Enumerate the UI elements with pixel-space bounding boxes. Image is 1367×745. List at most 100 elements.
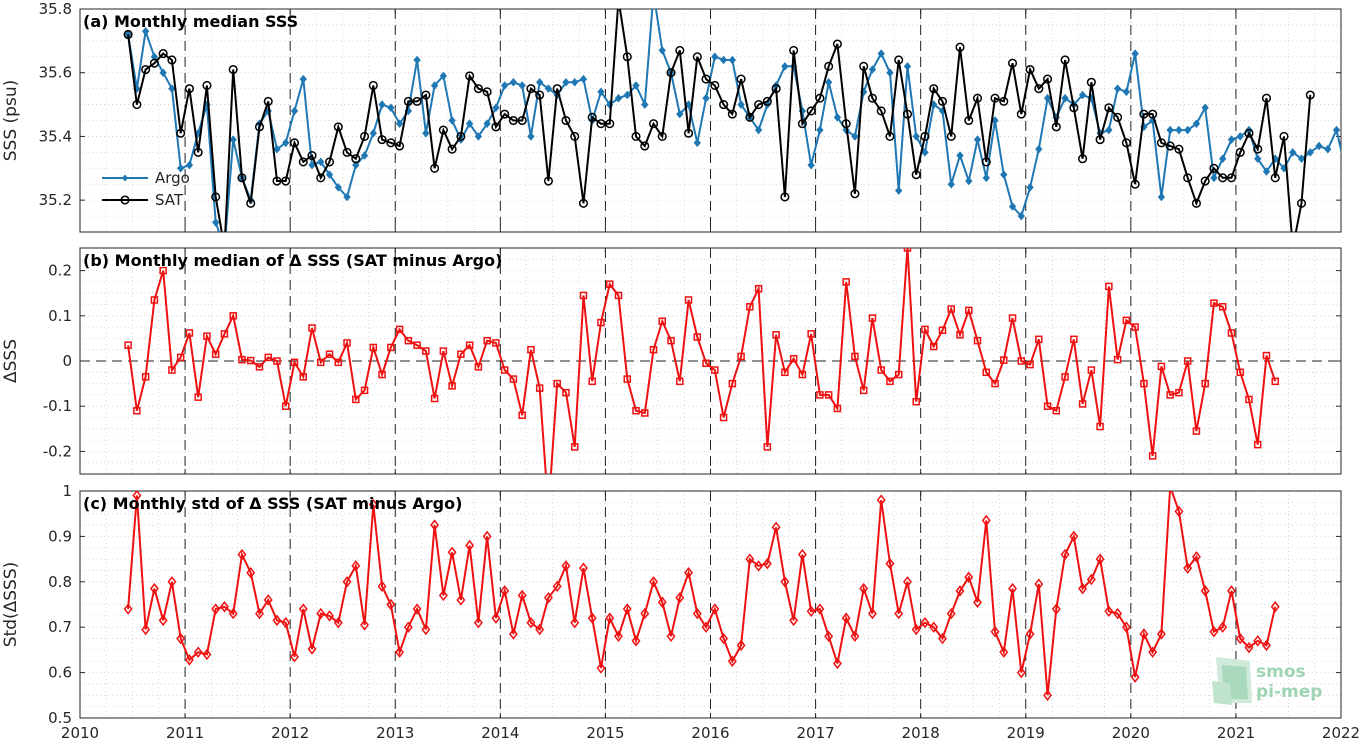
data-point — [1096, 422, 1104, 431]
data-point — [1244, 641, 1254, 654]
data-point — [237, 173, 247, 183]
data-point — [360, 151, 369, 160]
data-point — [228, 64, 238, 75]
data-point — [1226, 173, 1237, 183]
data-point — [439, 347, 448, 355]
data-point — [1017, 357, 1026, 365]
data-point — [990, 93, 1000, 103]
data-point — [1279, 131, 1289, 141]
series-line — [127, 9, 1312, 232]
y-tick-label: 35.2 — [39, 191, 72, 209]
series-delta — [124, 248, 1279, 474]
data-point — [1122, 316, 1131, 325]
data-point — [1016, 109, 1026, 119]
data-point — [1184, 125, 1192, 135]
data-point — [544, 84, 553, 93]
data-point — [579, 562, 588, 574]
data-point — [841, 119, 851, 129]
data-point — [281, 402, 290, 410]
data-point — [824, 391, 833, 399]
data-point — [264, 353, 272, 362]
data-point — [237, 548, 247, 561]
data-point — [518, 411, 526, 419]
data-point — [352, 160, 360, 170]
year-lines — [184, 9, 1237, 232]
data-point — [1025, 64, 1035, 75]
y-tick-label: 1 — [62, 482, 72, 500]
data-point — [912, 397, 920, 406]
data-point — [929, 342, 938, 351]
data-point — [403, 96, 413, 106]
y-tick-label: 35.6 — [39, 64, 72, 82]
data-point — [1324, 144, 1332, 154]
data-point — [693, 333, 702, 341]
data-point — [929, 84, 939, 94]
data-point — [631, 131, 641, 141]
data-point — [1174, 505, 1184, 518]
data-point — [552, 84, 562, 94]
x-axis: 2010 2011 2012 2013 2014 2015 2016 2017 2018 2019… — [61, 724, 1360, 742]
tick-marks — [79, 490, 1342, 719]
data-point — [456, 131, 466, 141]
data-point — [378, 370, 386, 379]
data-point — [981, 157, 991, 167]
data-point — [360, 386, 369, 395]
data-point — [824, 78, 833, 87]
data-point — [676, 377, 684, 386]
data-point — [132, 491, 142, 502]
data-point — [816, 391, 824, 399]
data-point — [412, 603, 422, 615]
y-tick-label: 0.5 — [48, 709, 72, 727]
data-point — [832, 657, 842, 670]
series-sat — [123, 9, 1315, 232]
data-point — [422, 128, 430, 138]
data-point — [1270, 601, 1280, 613]
data-point — [972, 93, 983, 103]
data-point — [1227, 135, 1236, 144]
data-point — [789, 45, 799, 55]
data-point — [587, 612, 597, 624]
data-point — [1078, 400, 1087, 408]
data-point — [298, 157, 308, 167]
data-point — [596, 662, 606, 674]
data-point — [1253, 440, 1262, 449]
data-point — [1113, 84, 1122, 93]
data-point — [780, 576, 790, 588]
data-point — [1296, 198, 1307, 208]
data-point — [229, 135, 237, 144]
tick-marks — [79, 8, 1342, 232]
panel-title: (c) Monthly std of Δ SSS (SAT minus Argo… — [83, 494, 462, 513]
data-point — [1025, 628, 1035, 640]
data-point — [832, 39, 842, 49]
data-point — [797, 548, 807, 561]
data-point — [1262, 639, 1271, 652]
data-point — [316, 607, 326, 620]
data-point — [1209, 163, 1219, 173]
data-point — [334, 183, 342, 192]
y-tick-label: -0.2 — [43, 442, 72, 460]
data-point — [1315, 141, 1323, 151]
data-point — [622, 603, 632, 615]
data-point — [824, 61, 834, 71]
data-point — [342, 147, 352, 157]
data-point — [658, 46, 666, 55]
data-point — [1175, 125, 1183, 135]
data-point — [737, 352, 745, 361]
data-point — [737, 100, 745, 109]
data-point — [220, 601, 229, 613]
data-point — [404, 336, 413, 345]
data-point — [623, 375, 632, 383]
data-point — [859, 582, 869, 595]
data-point — [719, 100, 729, 110]
data-point — [1121, 621, 1131, 633]
data-point — [447, 546, 457, 559]
data-point — [597, 87, 605, 97]
data-point — [325, 610, 334, 622]
data-point — [1078, 582, 1088, 595]
data-point — [1070, 335, 1078, 344]
data-point — [1235, 147, 1245, 157]
data-point — [1007, 58, 1018, 68]
y-tick-label: -0.1 — [43, 397, 72, 415]
data-point — [947, 305, 955, 313]
data-point — [527, 345, 535, 354]
